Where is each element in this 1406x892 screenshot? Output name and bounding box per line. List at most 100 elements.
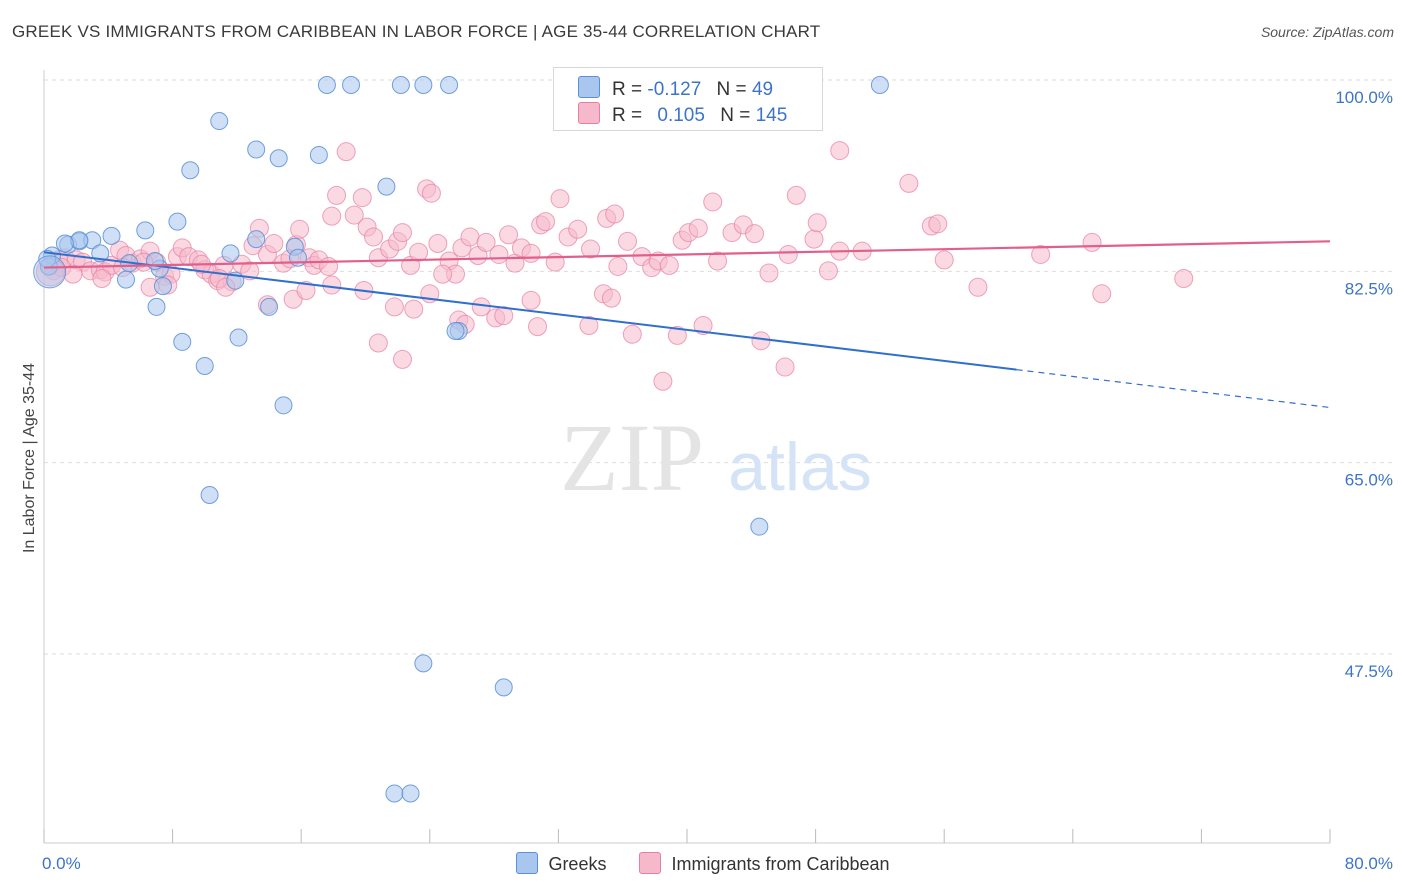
caribbean-point-66 bbox=[521, 243, 541, 263]
caribbean-point-106 bbox=[1174, 268, 1194, 288]
x-tick-label-1: 80.0% bbox=[1345, 854, 1393, 873]
watermark-atlas: atlas bbox=[728, 429, 872, 505]
caribbean-point-52 bbox=[409, 242, 429, 262]
caribbean-point-75 bbox=[605, 204, 625, 224]
greeks-point-33 bbox=[342, 75, 361, 94]
greeks-point-37 bbox=[377, 177, 396, 196]
y-tick-label-1: 65.0% bbox=[1345, 471, 1393, 490]
caribbean-point-44 bbox=[352, 188, 372, 208]
caribbean-point-134 bbox=[322, 275, 342, 295]
caribbean-point-61 bbox=[476, 232, 496, 252]
legend-swatch-caribbean bbox=[639, 852, 662, 874]
series-immigrants-from-caribbean bbox=[35, 141, 1194, 391]
caribbean-point-136 bbox=[433, 264, 453, 284]
caribbean-point-69 bbox=[545, 252, 565, 272]
caribbean-point-92 bbox=[786, 185, 806, 205]
greeks-point-13 bbox=[153, 277, 172, 296]
caribbean-point-46 bbox=[364, 227, 384, 247]
caribbean-point-127 bbox=[751, 331, 771, 351]
caribbean-point-54 bbox=[421, 183, 441, 203]
axes bbox=[43, 70, 1331, 844]
greeks-point-7 bbox=[55, 234, 74, 253]
caribbean-point-70 bbox=[550, 189, 570, 209]
greeks-point-4 bbox=[102, 226, 121, 245]
legend-item-caribbean[interactable]: Immigrants from Caribbean bbox=[639, 852, 890, 875]
caribbean-point-101 bbox=[934, 250, 954, 270]
greeks-point-36 bbox=[440, 75, 459, 94]
caribbean-point-125 bbox=[667, 325, 687, 345]
greeks-point-5 bbox=[136, 221, 155, 240]
legend-row-caribbean: R = 0.105 N = 145 bbox=[578, 102, 787, 126]
caribbean-point-108 bbox=[368, 333, 388, 353]
correlation-legend: R = -0.127 N = 49 R = 0.105 N = 145 bbox=[553, 67, 823, 131]
greeks-point-29 bbox=[195, 356, 214, 375]
caribbean-point-119 bbox=[528, 317, 548, 337]
greeks-point-22 bbox=[247, 230, 266, 249]
caribbean-point-76 bbox=[608, 256, 628, 276]
caribbean-point-122 bbox=[601, 288, 621, 308]
greeks-point-23 bbox=[247, 140, 266, 159]
caribbean-point-120 bbox=[579, 316, 599, 336]
greeks-point-25 bbox=[269, 149, 288, 168]
caribbean-point-91 bbox=[778, 244, 798, 264]
source-label: Source: ZipAtlas.com bbox=[1260, 24, 1394, 40]
legend-swatch-greeks bbox=[516, 852, 539, 874]
caribbean-point-98 bbox=[899, 173, 919, 193]
grid-lines bbox=[44, 79, 1392, 655]
greeks-point-18 bbox=[210, 112, 229, 131]
watermark: ZIP atlas bbox=[560, 404, 872, 511]
greeks-point-42 bbox=[385, 784, 404, 803]
caribbean-point-100 bbox=[928, 214, 948, 234]
caribbean-point-111 bbox=[404, 299, 424, 319]
caribbean-point-55 bbox=[428, 234, 448, 254]
caribbean-point-72 bbox=[568, 219, 588, 239]
caribbean-point-102 bbox=[968, 277, 988, 297]
y-tick-label-2: 82.5% bbox=[1345, 279, 1393, 298]
legend-r-value: -0.127 bbox=[647, 79, 702, 100]
series-legend: Greeks Immigrants from Caribbean bbox=[0, 852, 1406, 875]
caribbean-point-123 bbox=[622, 324, 642, 344]
caribbean-point-73 bbox=[581, 239, 601, 259]
y-axis-title: In Labor Force | Age 35-44 bbox=[21, 363, 38, 553]
caribbean-point-95 bbox=[818, 261, 838, 281]
legend-r-label: R = bbox=[612, 105, 643, 126]
greeks-point-10 bbox=[116, 270, 135, 289]
legend-r-label: R = bbox=[612, 79, 643, 100]
caribbean-point-31 bbox=[264, 234, 284, 254]
caribbean-point-126 bbox=[693, 316, 713, 336]
greeks-point-39 bbox=[446, 321, 465, 340]
caribbean-point-89 bbox=[745, 224, 765, 244]
legend-row-greeks: R = -0.127 N = 49 bbox=[578, 76, 773, 100]
x-tick-label-0: 0.0% bbox=[42, 854, 81, 873]
caribbean-point-104 bbox=[1082, 232, 1102, 252]
legend-swatch-caribbean bbox=[578, 102, 600, 124]
caribbean-point-94 bbox=[807, 213, 827, 233]
caribbean-point-143 bbox=[92, 268, 112, 288]
greeks-point-21 bbox=[229, 328, 248, 347]
caribbean-point-133 bbox=[296, 281, 316, 301]
caribbean-point-27 bbox=[240, 261, 260, 281]
caribbean-point-84 bbox=[688, 218, 708, 238]
legend-r-value: 0.105 bbox=[657, 105, 705, 126]
greeks-point-24 bbox=[260, 297, 279, 316]
greeks-point-35 bbox=[414, 75, 433, 94]
legend-n-label: N = bbox=[720, 105, 751, 126]
caribbean-point-77 bbox=[618, 231, 638, 251]
caribbean-point-43 bbox=[344, 205, 364, 225]
caribbean-point-59 bbox=[460, 227, 480, 247]
greeks-point-17 bbox=[181, 161, 200, 180]
greeks-point-27 bbox=[288, 248, 307, 267]
caribbean-point-42 bbox=[336, 142, 356, 162]
legend-item-greeks[interactable]: Greeks bbox=[516, 852, 606, 875]
caribbean-point-85 bbox=[703, 192, 723, 212]
chart-title: GREEK VS IMMIGRANTS FROM CARIBBEAN IN LA… bbox=[12, 22, 821, 41]
greeks-point-28 bbox=[309, 145, 328, 164]
caribbean-point-93 bbox=[804, 229, 824, 249]
greeks-point-43 bbox=[401, 784, 420, 803]
y-tick-label-3: 100.0% bbox=[1335, 88, 1393, 107]
caribbean-point-124 bbox=[653, 371, 673, 391]
caribbean-point-107 bbox=[830, 141, 850, 161]
caribbean-point-90 bbox=[759, 263, 779, 283]
caribbean-point-62 bbox=[489, 244, 509, 264]
